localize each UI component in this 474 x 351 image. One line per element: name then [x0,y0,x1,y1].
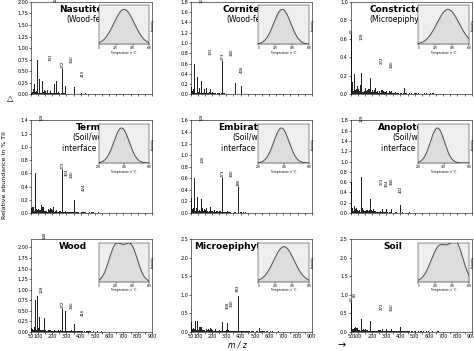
Text: △: △ [7,94,14,103]
Text: 386: 386 [237,179,240,186]
Text: 57: 57 [349,28,354,33]
Text: 406: 406 [239,66,243,73]
Text: 272: 272 [61,60,64,68]
Text: 136: 136 [201,155,205,163]
Text: 128: 128 [40,285,44,293]
Text: 272: 272 [61,300,64,307]
Text: 383: 383 [236,284,240,292]
Text: 340: 340 [70,56,74,64]
Text: 304: 304 [385,180,389,187]
Text: 273: 273 [220,170,225,177]
Text: (Soil/wood-
interface feeder): (Soil/wood- interface feeder) [62,133,126,153]
Text: 272: 272 [380,303,384,310]
Text: Cornitermes: Cornitermes [222,5,285,14]
Text: 402: 402 [399,185,403,193]
Text: 191: 191 [209,47,213,55]
Text: 273: 273 [220,53,225,60]
Text: (Microepiphyte-feeder): (Microepiphyte-feeder) [370,15,457,24]
Text: (Wood-feeder): (Wood-feeder) [226,15,281,24]
Text: 128: 128 [360,32,364,40]
Text: 340: 340 [70,302,74,309]
Text: →: → [337,340,346,350]
Text: 272: 272 [380,178,384,185]
Text: 340: 340 [390,304,394,311]
Text: 340: 340 [230,170,234,177]
Text: Embiratermes: Embiratermes [218,123,290,132]
Text: (Soil/wood-
interface feeder): (Soil/wood- interface feeder) [221,133,286,153]
Text: 191: 191 [49,54,53,61]
Text: 340: 340 [230,49,234,57]
Text: 416: 416 [81,309,85,316]
Text: 340: 340 [390,178,394,185]
Text: Constrictotermes: Constrictotermes [369,5,458,14]
Text: Wood: Wood [59,242,87,251]
Text: m / z: m / z [228,341,246,350]
Text: 308: 308 [226,301,229,309]
Text: 340: 340 [70,170,74,178]
Text: 128: 128 [200,113,204,121]
Text: (Soil/wood-
interface feeder): (Soil/wood- interface feeder) [381,133,446,153]
Text: (Wood-feeder): (Wood-feeder) [66,15,121,24]
Text: 128: 128 [360,114,364,122]
Text: 57: 57 [349,296,354,301]
Text: 340: 340 [230,299,234,307]
Text: Microepiphytes: Microepiphytes [194,242,272,251]
Text: Termes: Termes [75,123,112,132]
Text: Soil: Soil [383,242,402,251]
Text: 340: 340 [390,60,394,67]
Text: 83: 83 [353,292,357,297]
Text: 148: 148 [43,231,47,239]
Text: 416: 416 [81,70,85,77]
Text: 128: 128 [40,113,44,121]
Text: 304: 304 [65,168,69,176]
Text: Relative abundance in % TII: Relative abundance in % TII [2,132,8,219]
Text: 424: 424 [82,184,86,191]
Text: 128: 128 [200,0,204,4]
Text: Nasutitermes: Nasutitermes [59,5,128,14]
Text: 272: 272 [61,161,64,169]
Text: Anoplotermes: Anoplotermes [378,123,449,132]
Text: 228: 228 [54,0,58,2]
Text: 272: 272 [380,57,384,64]
